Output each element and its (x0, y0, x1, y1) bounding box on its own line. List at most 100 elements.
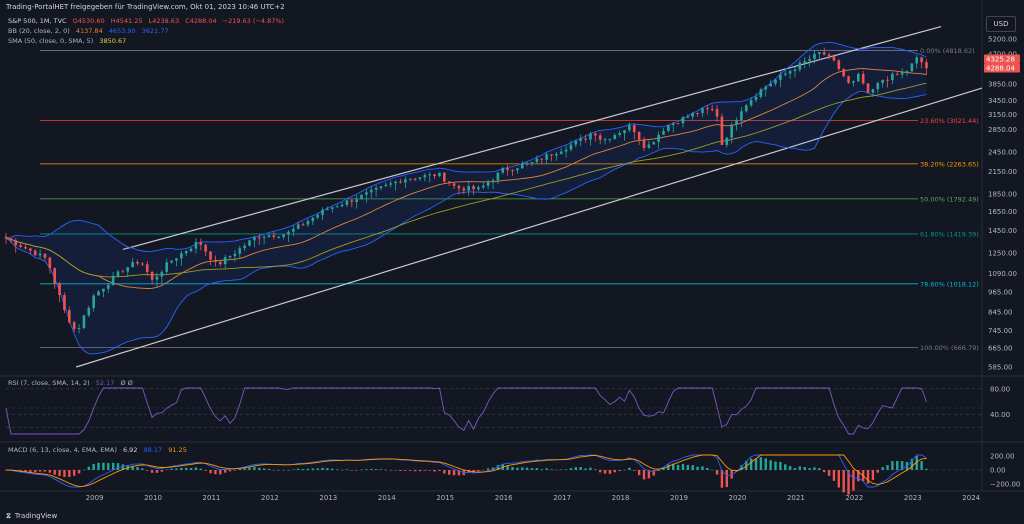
candle-body (618, 133, 621, 135)
macd-histogram-bar (292, 469, 295, 471)
fib-label-bg (918, 229, 980, 238)
candle-body (535, 158, 539, 162)
symbol-title[interactable]: S&P 500, 1M, TVC (8, 17, 67, 25)
rsi-legend[interactable]: RSI (7, close, SMA, 14, 2) 52.17 Ø Ø (8, 379, 137, 387)
candle-body (550, 154, 553, 156)
fib-label-bg (918, 116, 980, 125)
price-tick-label: 1650.00 (988, 208, 1017, 216)
candle-body (82, 315, 86, 328)
candle-body (657, 134, 660, 142)
candle-body (399, 181, 402, 183)
candle-body (744, 105, 748, 112)
candle-body (102, 288, 105, 292)
candle-body (238, 248, 242, 254)
macd-histogram-bar (111, 462, 115, 470)
fib-label-bg (918, 194, 980, 203)
macd-histogram-bar (219, 470, 222, 475)
macd-histogram-bar (482, 469, 485, 471)
sma-legend[interactable]: SMA (50, close, 0, SMA, 5) 3850.67 (8, 37, 130, 45)
candle-body (876, 82, 880, 90)
macd-histogram-bar (146, 470, 149, 471)
macd-histogram-bar (886, 465, 889, 470)
macd-histogram-bar (335, 469, 339, 470)
candle-body (783, 73, 787, 75)
macd-histogram-bar (598, 470, 602, 473)
candle-body (443, 172, 446, 182)
macd-histogram-bar (706, 467, 709, 470)
macd-histogram-bar (233, 470, 237, 471)
candle-body (228, 255, 232, 258)
macd-histogram-bar (413, 470, 417, 472)
candle-body (520, 164, 524, 169)
candle-body (92, 295, 95, 308)
candle-body (818, 52, 821, 54)
currency-selector[interactable]: USD (986, 16, 1016, 32)
candle-body (740, 111, 743, 121)
sma-value: 3850.67 (99, 37, 127, 45)
candle-body (389, 183, 393, 185)
candle-body (145, 264, 149, 272)
candle-body (837, 60, 841, 70)
tradingview-logo[interactable]: ⧖ TradingView (6, 512, 57, 521)
price-tick-label: 965.00 (988, 288, 1013, 296)
candle-body (248, 240, 251, 246)
candle-body (472, 186, 475, 190)
macd-histogram-bar (764, 458, 767, 470)
candle-body (481, 185, 485, 188)
bb-basis-value: 4137.84 (75, 27, 103, 35)
macd-histogram-bar (496, 465, 500, 470)
macd-histogram-bar (355, 470, 358, 471)
macd-histogram-bar (374, 469, 378, 470)
candle-body (194, 242, 198, 249)
fib-label-bg (918, 279, 980, 288)
fib-level-label: 61.80% (1419.39) (920, 230, 979, 238)
candle-body (374, 187, 378, 190)
candle-body (715, 109, 719, 117)
macd-histogram-bar (818, 468, 821, 470)
candle-body (686, 116, 690, 118)
candle-body (204, 244, 207, 252)
candle-body (637, 132, 641, 140)
fib-level-label: 100.00% (666.79) (920, 344, 979, 352)
candle-body (447, 181, 451, 184)
macd-histogram-bar (618, 470, 621, 472)
macd-histogram-bar (866, 470, 870, 484)
fib-label-bg (918, 46, 980, 55)
candle-body (486, 182, 490, 186)
candle-body (413, 178, 417, 180)
candle-body (233, 253, 237, 256)
candle-body (803, 60, 807, 63)
macd-histogram-bar (832, 470, 836, 481)
candle-body (301, 224, 305, 226)
macd-histogram-bar (184, 467, 188, 470)
macd-histogram-bar (160, 470, 164, 472)
time-tick-label: 2024 (962, 494, 980, 502)
macd-histogram-bar (623, 469, 626, 471)
bb-legend[interactable]: BB (20, close, 2, 0) 4137.84 4653.90 362… (8, 27, 173, 35)
candle-body (540, 158, 544, 160)
macd-histogram-bar (521, 467, 524, 470)
macd-histogram-bar (725, 470, 728, 488)
macd-histogram-bar (331, 468, 334, 470)
macd-histogram-bar (779, 461, 782, 470)
last-price-tag (984, 54, 1020, 64)
macd-histogram-bar (793, 468, 797, 470)
macd-histogram-bar (301, 469, 305, 470)
macd-histogram-bar (141, 468, 144, 470)
macd-histogram-bar (452, 470, 456, 476)
macd-legend[interactable]: MACD (6, 13, close, 4, EMA, EMA) 6.92 98… (8, 446, 191, 454)
sma-label: SMA (50, close, 0, SMA, 5) (8, 37, 94, 45)
candle-body (696, 113, 699, 115)
bb-upper-line (5, 41, 927, 252)
macd-histogram-bar (715, 470, 719, 475)
last-price-label: 4288.04 (986, 65, 1015, 73)
macd-label: MACD (6, 13, close, 4, EMA, EMA) (8, 446, 117, 454)
macd-histogram-bar (594, 469, 597, 470)
macd-histogram-bar (525, 467, 529, 470)
candle-body (306, 220, 310, 225)
macd-histogram-bar (365, 469, 368, 470)
price-tick-label: 2450.00 (988, 148, 1017, 156)
candle-body (321, 209, 324, 215)
macd-histogram-bar (214, 470, 217, 475)
